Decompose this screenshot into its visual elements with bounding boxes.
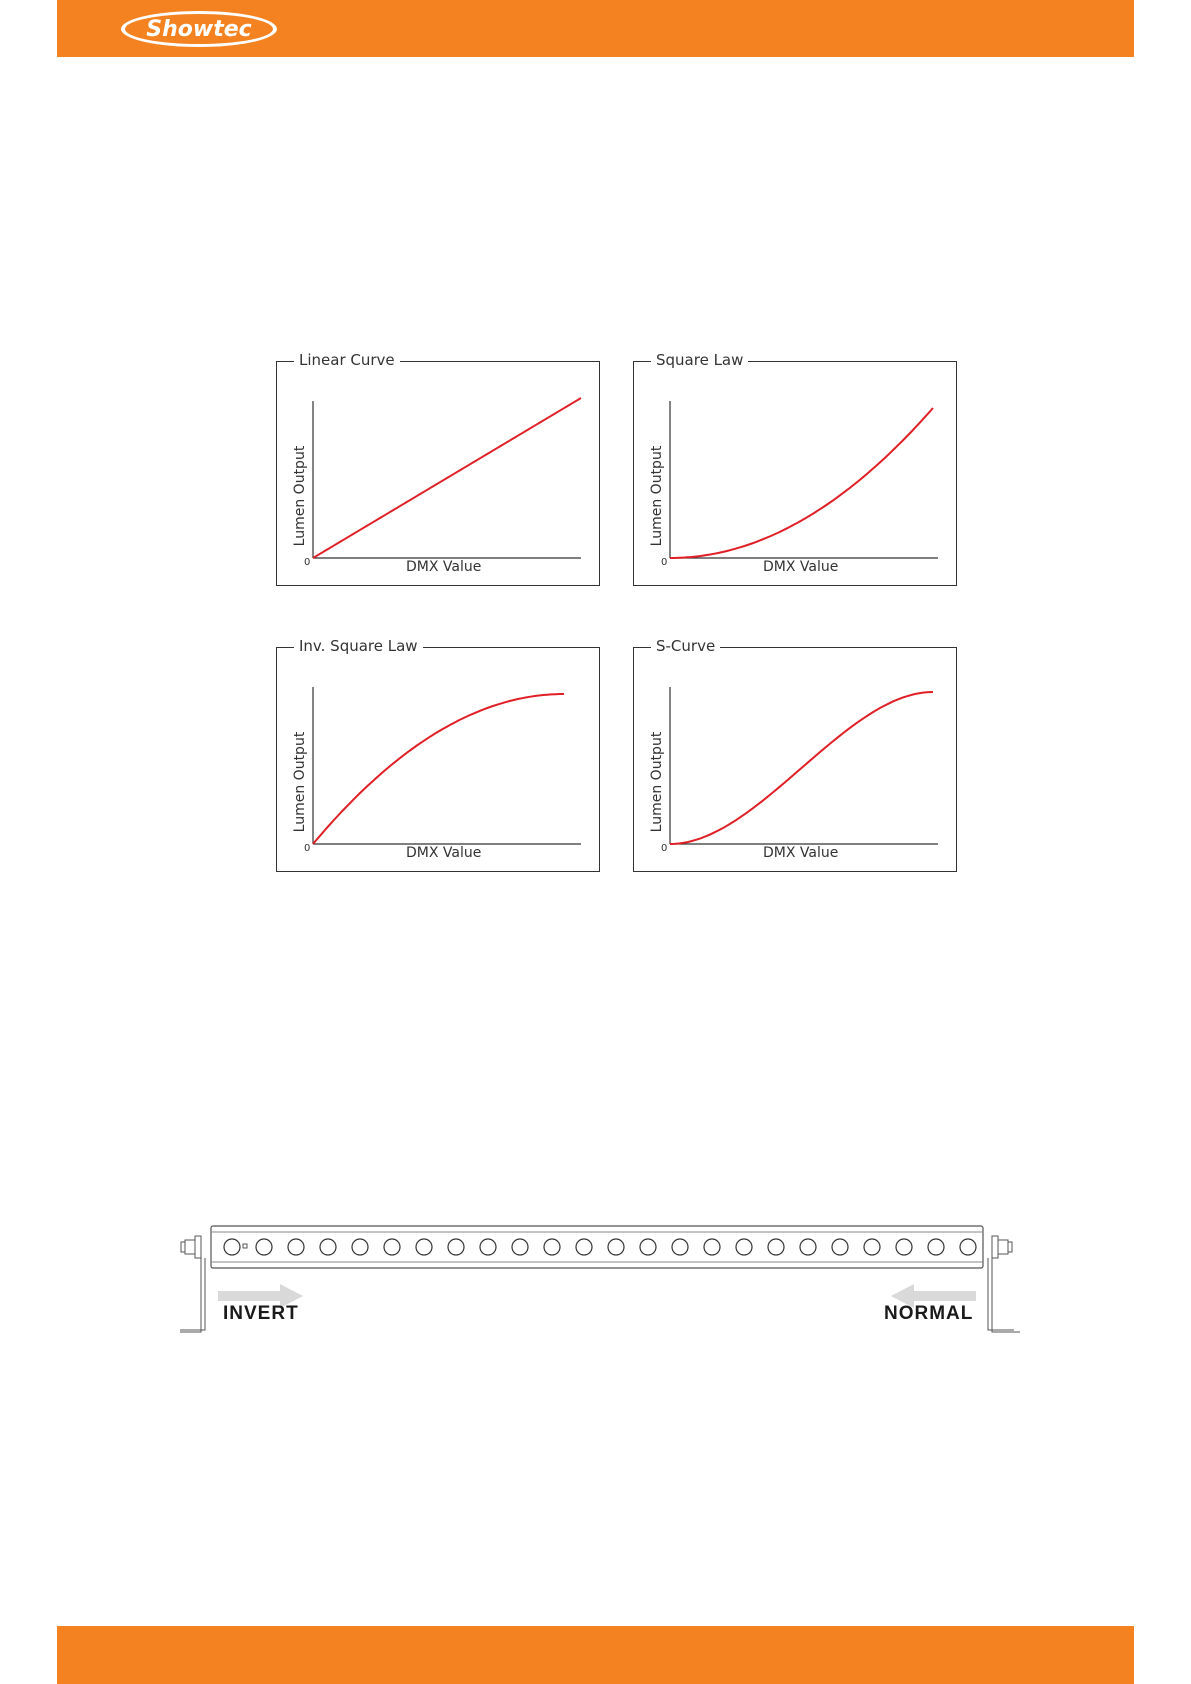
x-axis-label: DMX Value (406, 845, 482, 861)
led-lens (479, 1238, 497, 1256)
led-bar-illustration (180, 1225, 1020, 1333)
left-bracket (180, 1258, 206, 1333)
led-lens (447, 1238, 465, 1256)
led-lens (863, 1238, 881, 1256)
led-lens (703, 1238, 721, 1256)
right-bracket (987, 1258, 1020, 1333)
origin-label: 0 (661, 557, 668, 568)
right-connector (991, 1235, 1013, 1259)
led-lens (639, 1238, 657, 1256)
led-lens (255, 1238, 273, 1256)
series-line (312, 397, 582, 559)
x-axis-label: DMX Value (763, 559, 839, 575)
y-axis-label: Lumen Output (649, 445, 665, 547)
led-lens (735, 1238, 753, 1256)
led-lens (575, 1238, 593, 1256)
y-axis-label: Lumen Output (649, 731, 665, 833)
chart-frame (276, 647, 600, 872)
y-axis-label: Lumen Output (292, 445, 308, 547)
led-lens (671, 1238, 689, 1256)
series-line (669, 691, 934, 845)
origin-label: 0 (661, 843, 668, 854)
logo-text: Showtec (146, 17, 251, 42)
series-line (312, 693, 564, 845)
led-lens (607, 1238, 625, 1256)
footer-bar (57, 1626, 1134, 1684)
chart-s-curve-svg (633, 647, 957, 872)
led-lens (383, 1238, 401, 1256)
led-group (223, 1238, 977, 1256)
chart-linear-svg (276, 361, 600, 586)
chart-title: Square Law (651, 351, 749, 369)
chart-square-law: Square Law Lumen Output DMX Value 0 (633, 351, 957, 586)
led-lens (799, 1238, 817, 1256)
y-axis-label: Lumen Output (292, 731, 308, 833)
series-line (670, 407, 934, 559)
showtec-logo: Showtec (121, 11, 277, 47)
normal-label: NORMAL (884, 1303, 974, 1324)
led-lens (319, 1238, 337, 1256)
chart-title: Inv. Square Law (294, 637, 423, 655)
chart-title: S-Curve (651, 637, 721, 655)
led-lens (959, 1238, 977, 1256)
led-lens (511, 1238, 529, 1256)
chart-inv-square-law: Inv. Square Law Lumen Output DMX Value 0 (276, 637, 600, 872)
header-bar: Showtec (57, 0, 1134, 57)
bar-body (210, 1225, 984, 1269)
led-lens (895, 1238, 913, 1256)
invert-label: INVERT (223, 1303, 299, 1324)
led-lens (223, 1238, 241, 1256)
chart-frame (633, 647, 957, 872)
led-lens (831, 1238, 849, 1256)
sensor-dot (242, 1243, 248, 1249)
origin-label: 0 (304, 557, 311, 568)
chart-frame (633, 361, 957, 586)
led-lens (543, 1238, 561, 1256)
invert-arrow-icon (218, 1284, 303, 1308)
led-lens (287, 1238, 305, 1256)
chart-inv-square-svg (276, 647, 600, 872)
chart-title: Linear Curve (294, 351, 400, 369)
normal-arrow-icon (891, 1284, 976, 1308)
x-axis-label: DMX Value (406, 559, 482, 575)
led-lens (927, 1238, 945, 1256)
origin-label: 0 (304, 843, 311, 854)
left-connector (180, 1235, 202, 1259)
x-axis-label: DMX Value (763, 845, 839, 861)
chart-square-svg (633, 361, 957, 586)
chart-s-curve: S-Curve Lumen Output DMX Value 0 (633, 637, 957, 872)
led-lens (767, 1238, 785, 1256)
chart-frame (276, 361, 600, 586)
led-lens (415, 1238, 433, 1256)
chart-linear-curve: Linear Curve Lumen Output DMX Value 0 (276, 351, 600, 586)
led-lens (351, 1238, 369, 1256)
